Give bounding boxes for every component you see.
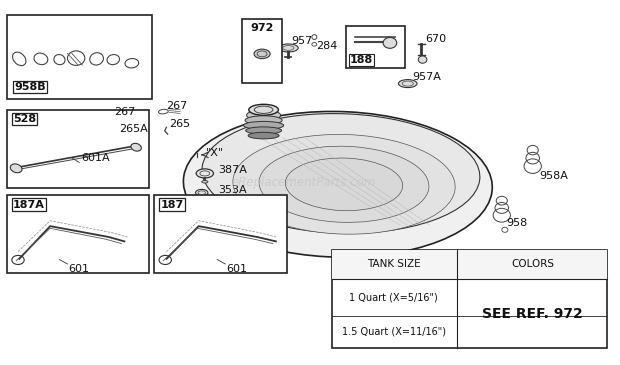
Bar: [346, 26, 405, 68]
Ellipse shape: [259, 146, 429, 222]
Text: 187: 187: [161, 200, 184, 210]
Ellipse shape: [233, 134, 455, 234]
Text: "X": "X": [206, 149, 224, 158]
Ellipse shape: [196, 169, 213, 178]
Text: 267: 267: [167, 101, 188, 111]
Text: 387A: 387A: [218, 165, 247, 175]
Text: 958A: 958A: [539, 171, 568, 181]
Text: 958B: 958B: [14, 82, 46, 92]
Text: TANK SIZE: TANK SIZE: [367, 260, 420, 269]
Ellipse shape: [245, 116, 282, 125]
Ellipse shape: [248, 132, 279, 139]
Ellipse shape: [11, 164, 22, 173]
Ellipse shape: [383, 38, 397, 48]
Text: eReplacementParts.com: eReplacementParts.com: [232, 176, 376, 189]
Ellipse shape: [418, 56, 427, 63]
Text: COLORS: COLORS: [511, 260, 554, 269]
Text: 972: 972: [250, 23, 274, 33]
Text: 353A: 353A: [218, 185, 247, 195]
Text: 528: 528: [13, 114, 36, 124]
Ellipse shape: [285, 158, 403, 211]
Text: 265: 265: [169, 119, 190, 129]
Bar: [332, 250, 607, 279]
Ellipse shape: [249, 104, 278, 115]
Ellipse shape: [278, 44, 298, 52]
Ellipse shape: [247, 110, 281, 121]
Text: 957: 957: [291, 36, 312, 46]
Ellipse shape: [244, 122, 284, 130]
Bar: [242, 19, 282, 82]
Ellipse shape: [202, 181, 208, 183]
Text: 1 Quart (X=5/16"): 1 Quart (X=5/16"): [349, 292, 438, 302]
Text: 601: 601: [226, 264, 247, 274]
Text: 958: 958: [507, 218, 528, 228]
Ellipse shape: [195, 189, 208, 196]
Text: 284: 284: [316, 41, 337, 51]
Text: 265A: 265A: [120, 124, 148, 134]
Ellipse shape: [399, 80, 417, 88]
Text: 957A: 957A: [412, 72, 441, 82]
Ellipse shape: [246, 127, 281, 134]
Text: 1.5 Quart (X=11/16"): 1.5 Quart (X=11/16"): [342, 327, 446, 337]
Bar: [7, 15, 153, 99]
Text: 670: 670: [425, 34, 446, 44]
Ellipse shape: [131, 143, 141, 151]
Text: 601A: 601A: [81, 153, 110, 162]
Text: 601: 601: [69, 264, 90, 274]
Text: 267: 267: [114, 107, 135, 117]
Text: 187A: 187A: [13, 200, 45, 210]
Text: SEE REF. 972: SEE REF. 972: [482, 307, 583, 320]
Ellipse shape: [202, 114, 480, 233]
Ellipse shape: [254, 49, 270, 59]
Ellipse shape: [184, 111, 492, 257]
Bar: [7, 110, 149, 188]
Text: 188: 188: [350, 55, 373, 65]
Bar: [332, 250, 607, 348]
Bar: [154, 195, 287, 273]
Bar: [7, 195, 149, 273]
